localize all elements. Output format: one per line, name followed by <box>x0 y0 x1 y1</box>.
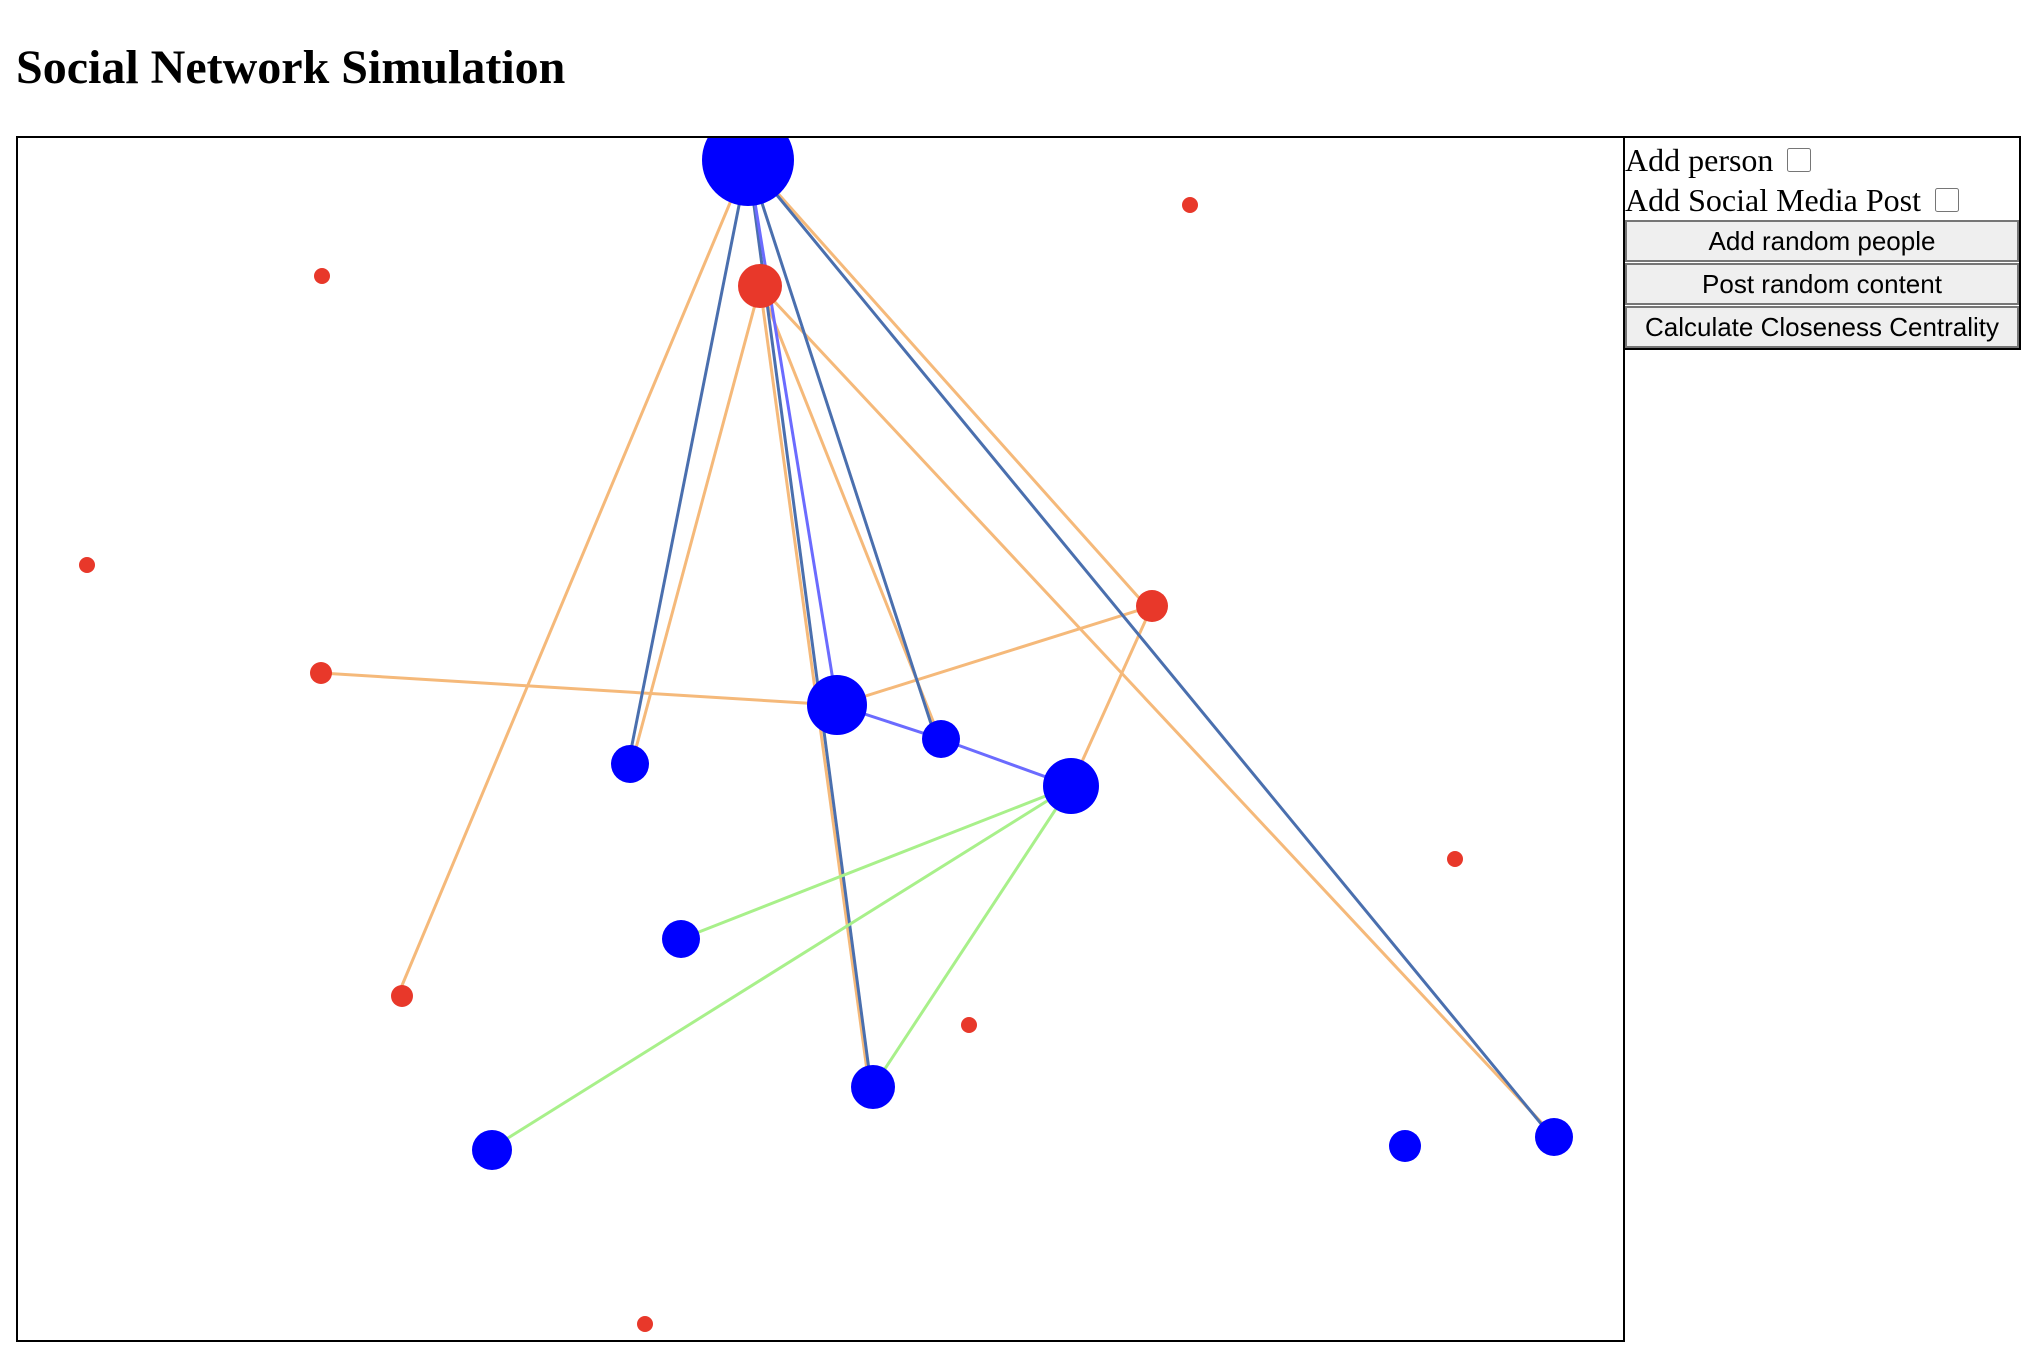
person-node[interactable] <box>611 745 649 783</box>
edge <box>836 604 1153 707</box>
add-person-control[interactable]: Add person <box>1625 140 1812 180</box>
person-node[interactable] <box>472 1130 512 1170</box>
person-node[interactable] <box>662 920 700 958</box>
edge <box>396 159 750 996</box>
post-nodes <box>79 197 1463 1332</box>
post-node[interactable] <box>961 1017 977 1033</box>
person-node[interactable] <box>1043 758 1099 814</box>
edge <box>871 785 1073 1088</box>
network-canvas[interactable] <box>16 136 1625 1342</box>
person-node[interactable] <box>702 138 794 206</box>
post-node[interactable] <box>1447 851 1463 867</box>
person-nodes <box>472 138 1573 1170</box>
edge <box>746 159 1554 1138</box>
post-random-content-button[interactable]: Post random content <box>1625 263 2019 305</box>
add-person-label: Add person <box>1625 141 1774 178</box>
edge <box>680 784 1072 941</box>
network-graph[interactable] <box>18 138 1625 1342</box>
edge <box>320 671 838 707</box>
recommend-edges <box>491 784 1073 1150</box>
edge <box>746 159 873 1086</box>
edge <box>626 159 750 766</box>
edge <box>630 285 762 764</box>
control-panel: Add person Add Social Media Post Add ran… <box>1623 136 2021 350</box>
page-title: Social Network Simulation <box>16 41 566 94</box>
post-node[interactable] <box>637 1316 653 1332</box>
person-node[interactable] <box>807 675 867 735</box>
post-node[interactable] <box>391 985 413 1007</box>
edge <box>746 159 1150 609</box>
post-node[interactable] <box>79 557 95 573</box>
edge <box>491 784 1072 1150</box>
add-person-checkbox[interactable] <box>1787 148 1812 172</box>
post-node[interactable] <box>1136 590 1168 622</box>
post-node[interactable] <box>1182 197 1198 213</box>
person-node[interactable] <box>1389 1130 1421 1162</box>
add-random-people-button[interactable]: Add random people <box>1625 220 2019 262</box>
post-node[interactable] <box>310 662 332 684</box>
calculate-closeness-centrality-button[interactable]: Calculate Closeness Centrality <box>1625 306 2019 348</box>
person-node[interactable] <box>851 1065 895 1109</box>
person-node[interactable] <box>922 720 960 758</box>
edge <box>746 159 839 706</box>
post-node[interactable] <box>314 268 330 284</box>
edge <box>758 284 1556 1138</box>
post-node[interactable] <box>738 264 782 308</box>
add-post-label: Add Social Media Post <box>1625 181 1921 218</box>
edge <box>746 159 938 740</box>
add-post-control[interactable]: Add Social Media Post <box>1625 180 1959 220</box>
friend-edges <box>626 159 1554 1138</box>
add-post-checkbox[interactable] <box>1934 188 1959 212</box>
person-node[interactable] <box>1535 1118 1573 1156</box>
